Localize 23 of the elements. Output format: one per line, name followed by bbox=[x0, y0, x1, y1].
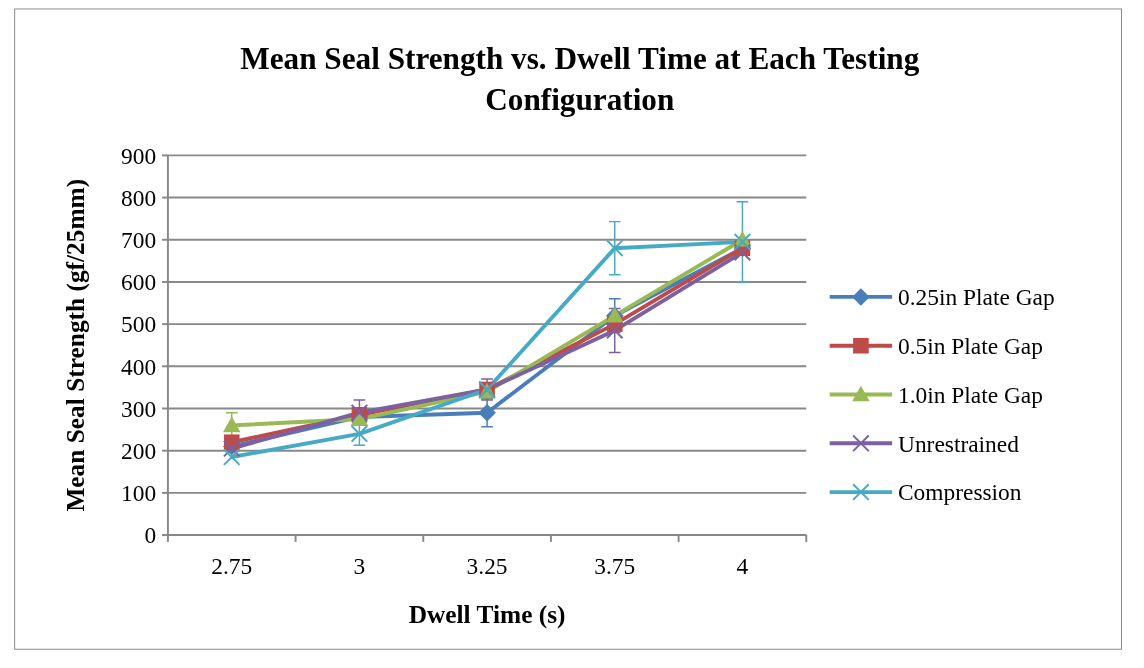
y-axis-title: Mean Seal Strength (gf/25mm) bbox=[60, 178, 90, 512]
y-tick-label: 700 bbox=[121, 226, 157, 253]
x-axis-title: Dwell Time (s) bbox=[408, 599, 566, 629]
legend-label: 1.0in Plate Gap bbox=[898, 381, 1043, 408]
legend-label: Unrestrained bbox=[898, 430, 1020, 457]
y-tick-label: 900 bbox=[121, 142, 157, 169]
x-tick-label: 4 bbox=[736, 553, 749, 580]
y-tick-label: 300 bbox=[121, 395, 157, 422]
x-tick-label: 2.75 bbox=[211, 553, 253, 580]
y-tick-label: 600 bbox=[121, 269, 157, 296]
chart-title: Mean Seal Strength vs. Dwell Time at Each Testing Configuration bbox=[240, 40, 920, 117]
x-tick-label: 3.25 bbox=[466, 553, 508, 580]
legend-label: 0.5in Plate Gap bbox=[898, 332, 1043, 359]
y-tick-label: 100 bbox=[121, 480, 157, 507]
x-tick-label: 3 bbox=[353, 553, 366, 580]
y-tick-label: 200 bbox=[121, 437, 157, 464]
y-tick-label: 400 bbox=[121, 353, 157, 380]
legend-label: Compression bbox=[898, 479, 1022, 506]
x-tick-label: 3.75 bbox=[594, 553, 636, 580]
legend-label: 0.25in Plate Gap bbox=[898, 284, 1055, 311]
y-tick-label: 0 bbox=[144, 522, 157, 549]
y-tick-label: 800 bbox=[121, 184, 157, 211]
y-tick-label: 500 bbox=[121, 311, 157, 338]
